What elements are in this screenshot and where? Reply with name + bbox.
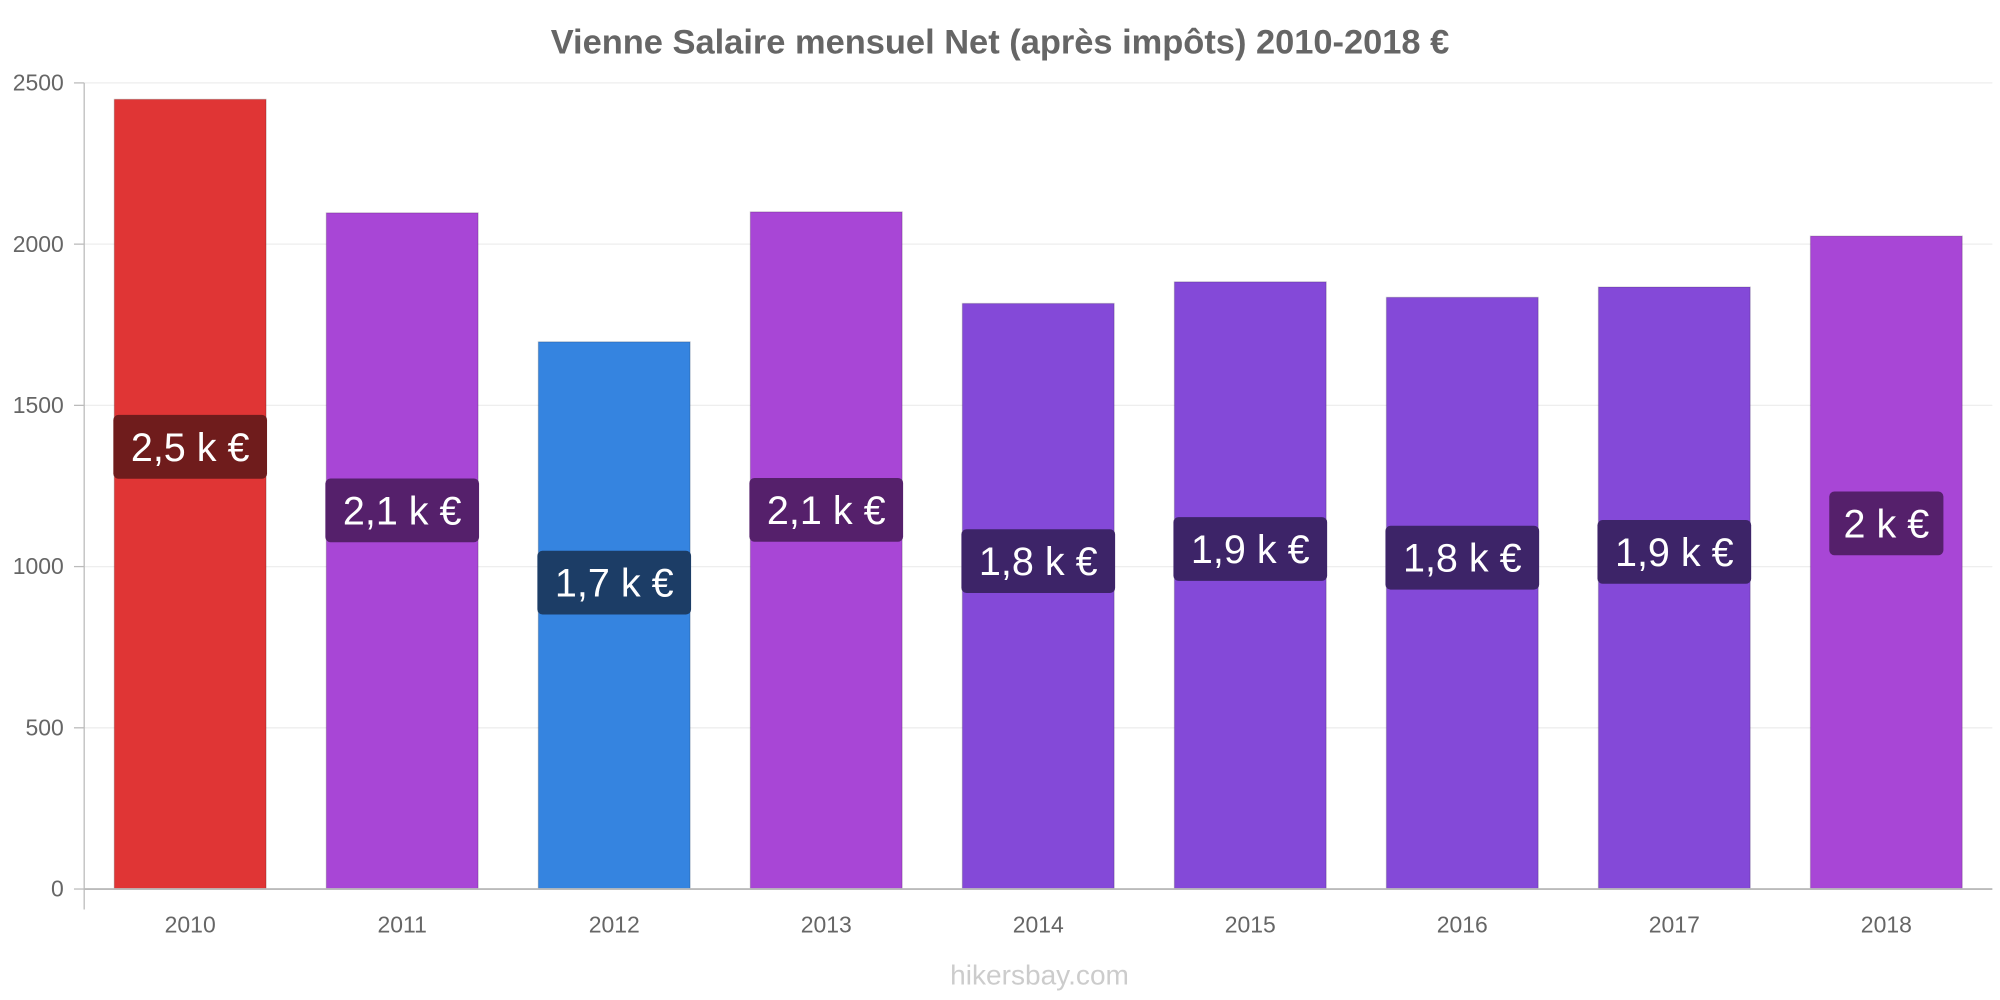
data-label-bg (1385, 525, 1540, 590)
watermark: hikersbay.com (950, 960, 1129, 991)
x-tick-label: 2016 (1437, 911, 1488, 937)
data-label: 2,1 k € (767, 489, 886, 533)
y-tick-label: 1500 (13, 392, 64, 418)
x-tick-label: 2012 (589, 911, 640, 937)
bar-2015 (1173, 281, 1327, 890)
data-label-bg (325, 478, 480, 543)
data-label-bg (1173, 517, 1328, 581)
data-label-bg (537, 550, 692, 615)
data-label: 2 k € (1843, 502, 1929, 546)
bar-2016 (1385, 296, 1539, 890)
y-tick-label: 2500 (13, 70, 64, 96)
y-tick-label: 0 (51, 876, 64, 902)
x-tick-label: 2013 (801, 911, 852, 937)
data-label: 1,9 k € (1615, 531, 1734, 575)
data-label-bg (113, 414, 268, 479)
x-tick-label: 2010 (165, 911, 216, 937)
bar-2014 (961, 302, 1115, 890)
data-label-bg (1829, 491, 1944, 556)
y-tick-label: 2000 (13, 231, 64, 257)
data-label-bg (961, 529, 1116, 594)
bar-2012 (537, 341, 691, 890)
x-tick-label: 2017 (1649, 911, 1700, 937)
data-label: 2,5 k € (131, 426, 250, 470)
data-label-bg (749, 477, 904, 542)
data-label: 2,1 k € (343, 489, 462, 533)
bar-2018 (1809, 235, 1963, 890)
x-tick-label: 2014 (1013, 911, 1064, 937)
chart-title: Vienne Salaire mensuel Net (après impôts… (551, 24, 1450, 62)
bar-2013 (749, 211, 903, 890)
bar-2017 (1597, 286, 1751, 890)
y-tick-label: 1000 (13, 553, 64, 579)
y-tick-label: 500 (25, 714, 63, 740)
bar-2010 (113, 98, 267, 890)
x-tick-label: 2011 (378, 911, 427, 937)
data-label-bg (1597, 520, 1752, 584)
bar-2011 (325, 212, 479, 890)
x-tick-label: 2018 (1861, 911, 1912, 937)
data-label: 1,8 k € (979, 540, 1098, 584)
data-label: 1,8 k € (1403, 537, 1522, 581)
data-label: 1,9 k € (1191, 528, 1310, 572)
data-label: 1,7 k € (555, 562, 674, 606)
x-tick-label: 2015 (1225, 911, 1276, 937)
